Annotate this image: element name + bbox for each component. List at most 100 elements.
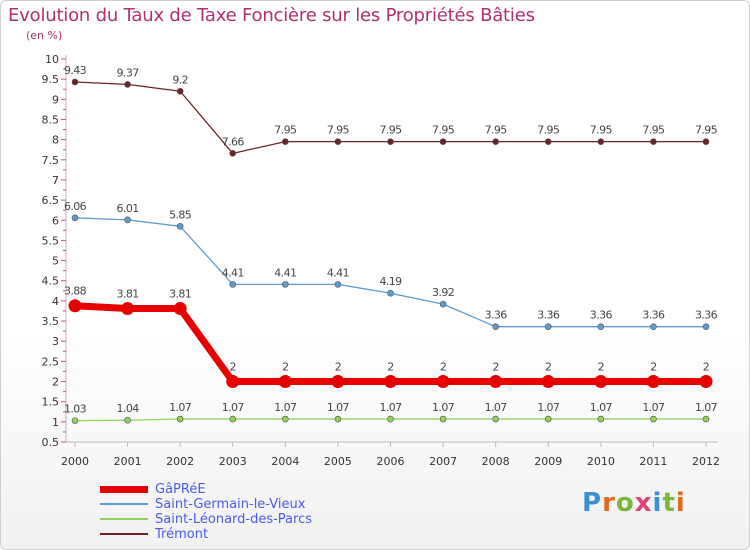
y-tick-label: 2: [52, 376, 59, 389]
data-point: [650, 323, 657, 330]
y-tick-label: 4.5: [42, 275, 60, 288]
data-point: [650, 138, 657, 145]
data-label: 2: [492, 361, 498, 374]
x-tick-label: 2007: [429, 455, 457, 468]
data-label: 1.07: [169, 401, 192, 414]
data-point: [492, 415, 499, 423]
data-point: [173, 302, 187, 316]
y-tick-label: 1.5: [42, 396, 60, 409]
y-tick-label: 8.5: [42, 113, 60, 126]
data-point: [699, 375, 713, 389]
logo-letter: t: [662, 488, 676, 518]
data-label: 2: [440, 361, 446, 374]
legend-label: Saint-Léonard-des-Parcs: [155, 512, 313, 527]
data-label: 7.95: [642, 124, 665, 137]
data-point: [387, 289, 394, 297]
data-point: [282, 281, 289, 288]
y-tick-label: 9.5: [42, 73, 60, 86]
data-label: 7.95: [485, 124, 508, 137]
data-label: 1.07: [642, 401, 665, 414]
data-point: [544, 138, 552, 145]
data-label: 2: [387, 361, 393, 374]
data-point: [68, 299, 82, 313]
legend-swatch: [100, 503, 148, 505]
legend-label: GâPRéE: [155, 482, 206, 497]
y-tick-label: 6: [52, 214, 59, 227]
proxiti-logo: Proxiti: [582, 488, 686, 518]
y-tick-label: 7.5: [42, 154, 60, 167]
data-point: [229, 150, 237, 157]
x-tick-label: 2011: [639, 455, 667, 468]
data-point: [597, 323, 605, 330]
y-tick-label: 7: [52, 174, 59, 187]
data-point: [334, 281, 342, 288]
y-tick-label: 4: [52, 295, 59, 308]
data-label: 9.43: [64, 64, 87, 77]
data-label: 1.07: [327, 401, 350, 414]
data-label: 7.95: [695, 124, 718, 137]
data-point: [544, 415, 552, 423]
data-label: 3.36: [485, 309, 508, 322]
data-label: 2: [598, 361, 604, 374]
data-label: 3.36: [537, 309, 560, 322]
data-point: [492, 323, 499, 330]
data-label: 4.41: [327, 266, 349, 279]
legend-swatch: [100, 485, 148, 493]
data-label: 1.07: [222, 401, 245, 414]
data-point: [439, 138, 447, 145]
data-point: [544, 323, 552, 330]
x-tick-label: 2002: [166, 455, 194, 468]
x-tick-label: 2012: [692, 455, 720, 468]
legend-swatch: [100, 533, 148, 535]
x-tick-label: 2010: [587, 455, 615, 468]
data-label: 2: [650, 361, 656, 374]
data-label: 2: [230, 361, 236, 374]
data-point: [387, 138, 394, 145]
data-label: 1.03: [64, 403, 87, 416]
data-label: 7.95: [432, 124, 455, 137]
data-label: 1.07: [274, 401, 297, 414]
data-label: 2: [703, 361, 709, 374]
data-label: 3.88: [64, 285, 87, 298]
data-label: 2: [545, 361, 551, 374]
data-point: [439, 300, 447, 308]
data-label: 1.07: [590, 401, 613, 414]
y-tick-label: 5: [52, 255, 59, 268]
data-label: 7.95: [537, 124, 560, 137]
data-point: [282, 415, 289, 423]
legend-swatch: [100, 518, 148, 520]
data-label: 3.81: [169, 288, 191, 301]
logo-letter: i: [675, 488, 686, 518]
data-point: [436, 375, 450, 389]
data-label: 1.07: [379, 401, 402, 414]
y-tick-label: 10: [45, 53, 59, 66]
data-point: [541, 375, 555, 389]
x-tick-label: 2006: [377, 455, 405, 468]
logo-letter: x: [634, 488, 653, 518]
data-label: 7.95: [327, 124, 350, 137]
data-point: [597, 415, 605, 423]
data-point: [331, 375, 345, 389]
y-tick-label: 6.5: [42, 194, 60, 207]
data-point: [176, 415, 184, 423]
data-point: [387, 415, 394, 423]
data-point: [229, 281, 237, 288]
data-label: 3.36: [642, 309, 665, 322]
logo-letter: i: [652, 488, 663, 518]
data-point: [384, 375, 397, 389]
data-label: 7.95: [379, 124, 402, 137]
x-tick-label: 2000: [61, 455, 89, 468]
logo-letter: o: [615, 488, 635, 518]
x-tick-label: 2009: [534, 455, 562, 468]
chart-title: Evolution du Taux de Taxe Foncière sur l…: [8, 5, 535, 26]
data-label: 3.36: [695, 309, 718, 322]
data-point: [594, 375, 608, 389]
y-tick-label: 3.5: [42, 315, 60, 328]
data-point: [597, 138, 605, 145]
x-tick-label: 2004: [271, 455, 299, 468]
logo-letter: r: [602, 488, 616, 518]
data-label: 6.06: [64, 200, 87, 213]
y-tick-label: 1: [52, 416, 59, 429]
data-point: [439, 415, 447, 423]
